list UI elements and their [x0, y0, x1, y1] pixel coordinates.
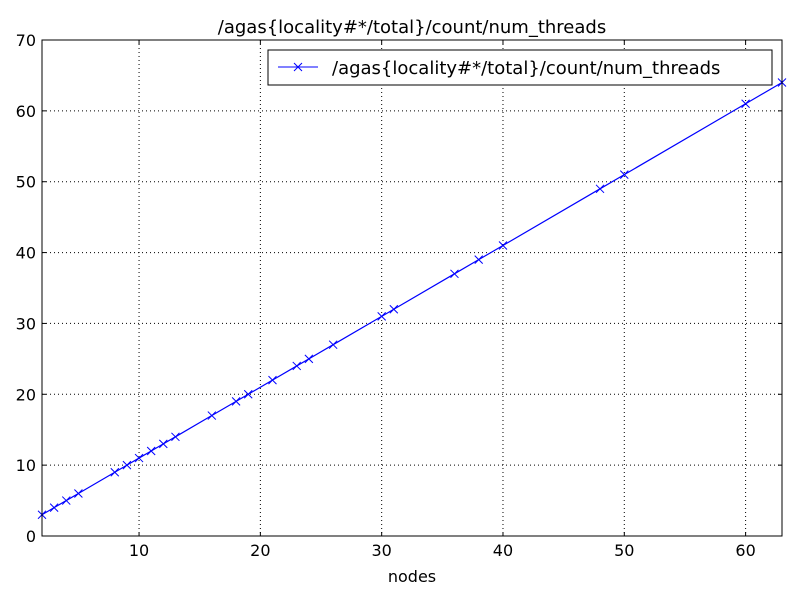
data-point	[231, 397, 241, 406]
y-tick-label: 60	[16, 102, 36, 121]
y-tick-label: 10	[16, 456, 36, 475]
x-tick-label: 50	[614, 541, 634, 560]
series-line	[41, 81, 783, 516]
data-point	[134, 453, 144, 463]
data-point	[110, 467, 120, 477]
data-point	[450, 269, 459, 279]
data-point	[741, 99, 750, 109]
data-point	[158, 439, 168, 449]
y-tick-label: 30	[16, 314, 36, 333]
data-point	[328, 340, 338, 350]
x-axis-label: nodes	[388, 567, 436, 586]
legend-label: /agas{locality#*/total}/count/num_thread…	[332, 58, 720, 79]
data-point	[304, 354, 314, 364]
legend: /agas{locality#*/total}/count/num_thread…	[267, 49, 773, 86]
data-point	[207, 411, 217, 420]
y-tick-label: 50	[16, 173, 36, 192]
plot-frame	[41, 39, 783, 537]
data-point	[49, 503, 59, 513]
data-point	[498, 241, 508, 250]
data-point	[146, 446, 156, 456]
x-tick-label: 40	[493, 541, 513, 560]
data-point	[474, 255, 484, 265]
chart-title: /agas{locality#*/total}/count/num_thread…	[218, 17, 606, 38]
data-point	[243, 389, 253, 399]
legend-marker-x-icon	[293, 62, 303, 72]
x-tick-label: 10	[129, 541, 149, 560]
ticks: 10 20 30 40 50 60 0 10 20 30 40 50 60 70	[16, 31, 782, 560]
data-point	[171, 432, 180, 442]
y-tick-label: 20	[16, 385, 36, 404]
data-point	[292, 361, 302, 371]
y-tick-label: 0	[26, 527, 36, 546]
y-tick-label: 40	[16, 244, 36, 263]
x-tick-label: 60	[735, 541, 755, 560]
data-point	[595, 184, 605, 194]
x-tick-label: 30	[371, 541, 391, 560]
x-tick-label: 20	[250, 541, 270, 560]
data-point	[268, 375, 277, 385]
series	[37, 78, 787, 520]
data-point	[74, 489, 83, 498]
legend-box	[267, 49, 773, 86]
data-point	[61, 496, 71, 505]
data-point	[122, 460, 132, 470]
data-point	[377, 311, 387, 321]
data-point	[619, 170, 629, 179]
grid	[42, 40, 782, 536]
data-point	[389, 304, 399, 314]
y-tick-label: 70	[16, 31, 36, 50]
